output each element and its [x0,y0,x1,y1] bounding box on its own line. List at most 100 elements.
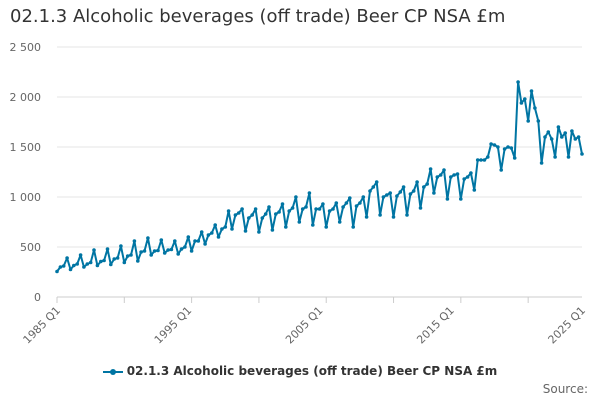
data-point[interactable] [378,213,382,217]
data-point[interactable] [250,213,254,217]
data-point[interactable] [425,182,430,186]
data-point[interactable] [132,239,137,243]
data-point[interactable] [156,248,160,253]
data-point[interactable] [546,130,551,134]
data-point[interactable] [75,262,79,266]
data-point[interactable] [136,259,140,263]
data-point[interactable] [556,125,561,129]
data-point[interactable] [549,137,554,141]
data-point[interactable] [371,185,376,189]
data-point[interactable] [300,207,305,211]
data-point[interactable] [519,101,524,105]
data-point[interactable] [445,197,450,201]
data-point[interactable] [270,228,275,232]
data-point[interactable] [428,167,433,171]
data-point[interactable] [220,227,224,231]
data-point[interactable] [563,131,567,135]
data-point[interactable] [486,155,490,159]
data-point[interactable] [55,269,59,274]
data-point[interactable] [334,201,339,205]
data-point[interactable] [277,210,281,214]
data-point[interactable] [95,263,100,268]
data-point[interactable] [129,253,133,257]
data-point[interactable] [529,89,534,93]
data-point[interactable] [115,256,120,260]
data-point[interactable] [193,239,197,243]
data-point[interactable] [408,192,413,196]
data-point[interactable] [341,205,345,209]
data-point[interactable] [385,193,389,197]
data-point[interactable] [290,206,295,210]
data-point[interactable] [139,250,143,254]
data-point[interactable] [102,258,106,263]
data-point[interactable] [92,248,96,252]
data-point[interactable] [65,256,69,260]
data-point[interactable] [122,260,127,265]
data-point[interactable] [159,238,164,242]
data-point[interactable] [381,195,386,199]
data-point[interactable] [422,185,426,189]
data-point[interactable] [351,225,356,229]
data-point[interactable] [438,173,443,177]
data-point[interactable] [247,216,251,220]
data-point[interactable] [183,245,187,249]
data-point[interactable] [226,209,231,213]
data-point[interactable] [119,244,123,248]
data-point[interactable] [311,223,315,227]
data-point[interactable] [475,158,480,162]
data-point[interactable] [58,265,63,269]
data-point[interactable] [553,155,557,159]
data-point[interactable] [573,137,578,141]
data-point[interactable] [112,257,116,261]
data-point[interactable] [449,175,453,179]
data-point[interactable] [213,223,217,227]
data-point[interactable] [576,135,581,139]
data-point[interactable] [401,185,406,189]
data-point[interactable] [499,168,504,172]
data-point[interactable] [189,249,194,253]
data-point[interactable] [274,212,278,216]
data-point[interactable] [230,227,234,231]
data-point[interactable] [570,129,574,133]
data-point[interactable] [142,249,147,253]
data-point[interactable] [317,207,322,211]
data-point[interactable] [509,146,514,150]
data-point[interactable] [203,242,207,246]
data-point[interactable] [146,236,150,240]
data-point[interactable] [482,158,487,162]
data-point[interactable] [354,204,359,208]
data-point[interactable] [361,195,366,199]
data-point[interactable] [331,207,335,211]
data-point[interactable] [516,80,520,84]
data-point[interactable] [152,249,157,253]
data-point[interactable] [307,191,312,195]
data-point[interactable] [560,135,564,139]
data-point[interactable] [297,220,302,224]
data-point[interactable] [337,220,342,224]
data-point[interactable] [435,175,440,179]
data-point[interactable] [472,188,477,192]
data-point[interactable] [452,173,456,177]
data-point[interactable] [374,180,379,184]
data-point[interactable] [223,225,228,229]
data-point[interactable] [72,263,76,268]
data-point[interactable] [523,97,527,101]
data-point[interactable] [327,209,332,213]
data-point[interactable] [240,207,244,211]
data-point[interactable] [304,205,308,209]
data-point[interactable] [512,156,517,160]
data-point[interactable] [169,247,174,252]
data-point[interactable] [391,215,396,219]
data-point[interactable] [280,202,285,206]
data-point[interactable] [405,213,409,217]
data-point[interactable] [243,229,248,233]
data-point[interactable] [489,142,493,146]
data-point[interactable] [179,247,184,251]
data-point[interactable] [68,267,73,272]
data-point[interactable] [465,175,470,179]
data-point[interactable] [398,190,403,194]
data-point[interactable] [85,262,90,266]
data-point[interactable] [411,189,416,193]
data-point[interactable] [442,168,446,172]
data-point[interactable] [216,235,221,239]
